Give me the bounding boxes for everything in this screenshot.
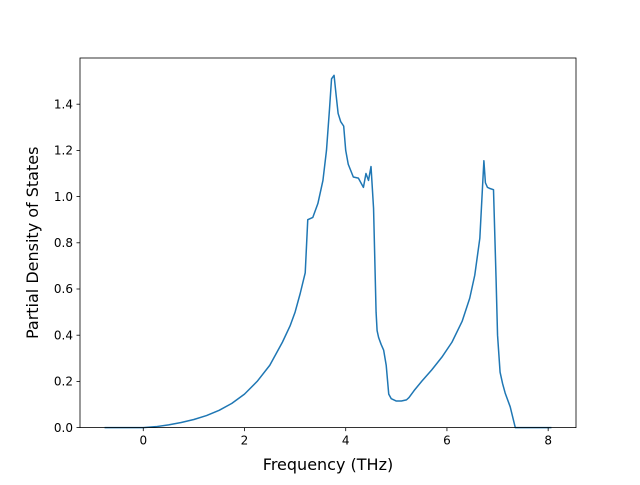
y-axis: 0.0 0.2 0.4 0.6 0.8 1.0 1.2 1.4 — [54, 97, 80, 435]
y-tick-label: 1.0 — [54, 190, 73, 204]
x-tick-label: 8 — [544, 434, 552, 448]
x-axis-label: Frequency (THz) — [263, 455, 393, 474]
x-axis: 0 2 4 6 8 — [139, 427, 552, 448]
y-tick-label: 1.4 — [54, 97, 73, 111]
series-line — [104, 74, 552, 429]
x-tick-label: 4 — [342, 434, 350, 448]
x-tick-label: 0 — [139, 434, 147, 448]
y-tick-label: 0.0 — [54, 421, 73, 435]
y-tick-label: 1.2 — [54, 144, 73, 158]
y-tick-label: 0.6 — [54, 282, 73, 296]
y-tick-label: 0.4 — [54, 328, 73, 342]
x-tick-label: 2 — [241, 434, 249, 448]
y-tick-label: 0.8 — [54, 236, 73, 250]
x-tick-label: 6 — [443, 434, 451, 448]
y-axis-label: Partial Density of States — [23, 147, 42, 339]
y-tick-label: 0.2 — [54, 375, 73, 389]
